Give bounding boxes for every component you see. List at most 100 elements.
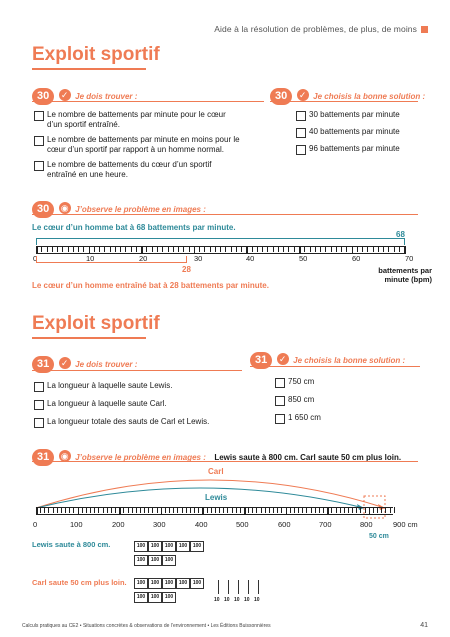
ruler-tick [241, 246, 243, 252]
find-label: Je dois trouver : [75, 92, 138, 101]
find-item[interactable]: Le nombre de battements par minute pour … [34, 110, 264, 130]
choice-item[interactable]: 40 battements par minute [296, 127, 400, 138]
hundred-box: 100 [134, 555, 148, 566]
ruler-tick [156, 507, 158, 513]
ten-label: 10 [224, 597, 230, 603]
ruler-tick [188, 246, 190, 252]
find-heading-30: 30 ✓ Je dois trouver : [32, 86, 137, 105]
ruler-tick [348, 507, 349, 513]
check-icon: ✓ [58, 356, 71, 369]
axis-tick-label: 70 [405, 254, 414, 263]
ruler-tick [110, 507, 112, 513]
ruler-tick [273, 507, 275, 513]
ruler-tick [335, 507, 337, 513]
choice-item[interactable]: 1 650 cm [275, 413, 321, 424]
checkbox[interactable] [34, 418, 44, 428]
ruler-tick [210, 507, 212, 513]
ruler-tick [285, 507, 288, 515]
observe-text: Lewis saute à 800 cm. Carl saute 50 cm p… [214, 453, 402, 462]
checkbox[interactable] [296, 145, 306, 155]
ruler-tick [256, 246, 258, 252]
header-square-icon [421, 26, 428, 34]
checkbox[interactable] [296, 128, 306, 138]
ruler-tick [169, 507, 171, 513]
axis-tick-label: 900 cm [393, 520, 418, 529]
ruler-tick [246, 246, 248, 254]
axis-tick-label: 400 [195, 520, 208, 529]
checkbox[interactable] [34, 111, 44, 121]
ruler-tick [102, 507, 104, 513]
axis-tick-label: 10 [86, 254, 95, 263]
find-item[interactable]: La longueur totale des sauts de Carl et … [34, 417, 209, 428]
find-item[interactable]: Le nombre de battements du cœur d’un spo… [34, 160, 264, 180]
choose-heading-30: 30 ✓ Je choisis la bonne solution : [270, 86, 425, 105]
axis-unit-30: battements par minute (bpm) [378, 266, 432, 284]
ruler-tick [73, 507, 75, 513]
checkbox[interactable] [275, 414, 285, 424]
ruler-tick [362, 246, 364, 252]
axis-tick-label: 40 [246, 254, 255, 263]
page-header: Aide à la résolution de problèmes, de pl… [214, 24, 428, 34]
hundred-box: 100 [148, 541, 162, 552]
ruler-tick [227, 507, 229, 513]
checkbox[interactable] [296, 111, 306, 121]
ten-stick [238, 580, 239, 594]
footer: Calculs pratiques au CE2 • Situations co… [22, 623, 271, 629]
find-item[interactable]: Le nombre de battements par minute en mo… [34, 135, 264, 155]
ruler-tick [252, 507, 254, 513]
ruler-tick [206, 507, 208, 513]
axis-tick-label: 0 [33, 254, 38, 263]
axis-tick-label: 200 [112, 520, 125, 529]
find-list-31: La longueur à laquelle saute Lewis. La l… [34, 381, 209, 428]
hundred-box: 100 [134, 592, 148, 603]
problem-number-badge: 30 [32, 201, 55, 218]
ruler-tick [151, 246, 153, 252]
ruler-tick [330, 246, 332, 252]
ruler-tick [146, 246, 148, 252]
axis-tick-label: 500 [236, 520, 249, 529]
checkbox[interactable] [275, 396, 285, 406]
checkbox[interactable] [34, 382, 44, 392]
lewis-statement: Lewis saute à 800 cm. [32, 540, 111, 549]
choice-item[interactable]: 850 cm [275, 395, 321, 406]
choose-list-30: 30 battements par minute 40 battements p… [296, 110, 400, 155]
ruler-tick [244, 507, 246, 515]
checkbox[interactable] [34, 400, 44, 410]
checkbox[interactable] [275, 378, 285, 388]
ruler-tick [372, 246, 374, 252]
ruler-tick [164, 507, 166, 513]
ruler-tick [99, 246, 101, 252]
ruler-tick [341, 246, 343, 252]
choice-item[interactable]: 96 battements par minute [296, 144, 400, 155]
ten-stick [248, 580, 249, 594]
ruler-tick [230, 246, 232, 252]
ten-label: 10 [234, 597, 240, 603]
ruler-tick [272, 246, 274, 252]
find-item[interactable]: La longueur à laquelle saute Carl. [34, 399, 209, 410]
ruler-tick [115, 507, 117, 513]
ruler-tick [81, 507, 83, 513]
observe-label: J’observe le problème en images : [75, 453, 206, 462]
ruler-tick [131, 507, 133, 513]
ruler-tick [51, 246, 53, 252]
ruler-tick [135, 507, 137, 513]
ruler-tick [306, 507, 308, 513]
ruler-tick [248, 507, 250, 513]
find-item[interactable]: La longueur à laquelle saute Lewis. [34, 381, 209, 392]
hundred-box: 100 [190, 578, 204, 589]
lewis-arc [35, 487, 365, 509]
ruler-tick [299, 246, 301, 254]
ruler-tick [277, 507, 279, 513]
choice-item[interactable]: 30 battements par minute [296, 110, 400, 121]
choice-item[interactable]: 750 cm [275, 377, 321, 388]
ruler-tick [77, 507, 80, 515]
ruler-tick [288, 246, 290, 252]
bracket-28 [36, 256, 187, 263]
ruler-tick [48, 507, 50, 513]
ruler-tick [189, 507, 191, 513]
checkbox[interactable] [34, 136, 44, 146]
ruler-tick [368, 507, 371, 515]
hundred-box: 100 [148, 555, 162, 566]
checkbox[interactable] [34, 161, 44, 171]
divider [32, 370, 242, 371]
